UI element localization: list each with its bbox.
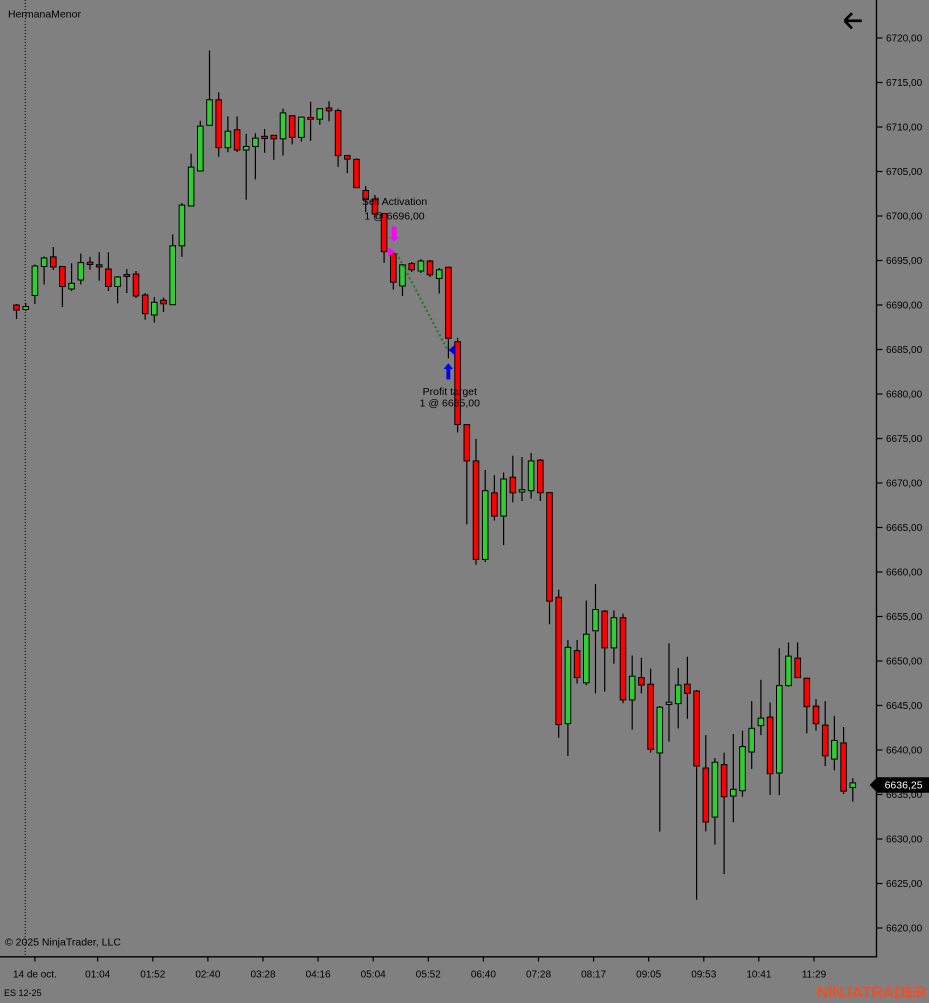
svg-text:6700,00: 6700,00 [886, 212, 923, 223]
svg-text:6665,00: 6665,00 [886, 523, 923, 534]
svg-text:6636,25: 6636,25 [885, 780, 923, 792]
svg-text:1 @ 6685,00: 1 @ 6685,00 [420, 397, 480, 409]
svg-text:© 2025 NinjaTrader, LLC: © 2025 NinjaTrader, LLC [5, 936, 121, 948]
svg-text:6680,00: 6680,00 [886, 390, 923, 401]
svg-text:6715,00: 6715,00 [886, 78, 923, 89]
svg-text:HermanaMenor: HermanaMenor [8, 8, 81, 20]
svg-text:6635,00: 6635,00 [886, 790, 923, 801]
svg-text:08:17: 08:17 [581, 970, 606, 981]
svg-text:6625,00: 6625,00 [886, 879, 923, 890]
svg-text:6655,00: 6655,00 [886, 612, 923, 623]
svg-text:05:04: 05:04 [361, 970, 386, 981]
svg-text:6690,00: 6690,00 [886, 301, 923, 312]
svg-text:Sell Activation: Sell Activation [362, 196, 428, 208]
svg-text:ES 12-25: ES 12-25 [4, 988, 42, 998]
svg-text:02:40: 02:40 [195, 970, 220, 981]
svg-text:10:41: 10:41 [746, 970, 771, 981]
svg-text:11:29: 11:29 [802, 970, 827, 981]
svg-text:1 @ 6696,00: 1 @ 6696,00 [364, 210, 424, 222]
svg-text:6620,00: 6620,00 [886, 924, 923, 935]
svg-text:01:52: 01:52 [140, 970, 165, 981]
svg-text:Profit target: Profit target [423, 386, 477, 398]
svg-text:05:52: 05:52 [416, 970, 441, 981]
svg-text:6640,00: 6640,00 [886, 746, 923, 757]
svg-text:6720,00: 6720,00 [886, 34, 923, 45]
svg-text:6645,00: 6645,00 [886, 701, 923, 712]
svg-text:6685,00: 6685,00 [886, 345, 923, 356]
svg-text:09:53: 09:53 [691, 970, 716, 981]
svg-text:NINJATRADER: NINJATRADER [817, 985, 927, 1002]
svg-text:6710,00: 6710,00 [886, 123, 923, 134]
svg-text:06:40: 06:40 [471, 970, 496, 981]
svg-text:6670,00: 6670,00 [886, 479, 923, 490]
svg-text:04:16: 04:16 [306, 970, 331, 981]
svg-text:14 de oct.: 14 de oct. [13, 970, 57, 981]
svg-text:6650,00: 6650,00 [886, 657, 923, 668]
svg-text:6705,00: 6705,00 [886, 167, 923, 178]
svg-text:01:04: 01:04 [85, 970, 110, 981]
svg-text:6695,00: 6695,00 [886, 256, 923, 267]
svg-text:09:05: 09:05 [636, 970, 661, 981]
svg-text:07:28: 07:28 [526, 970, 551, 981]
svg-text:03:28: 03:28 [250, 970, 275, 981]
svg-text:6630,00: 6630,00 [886, 835, 923, 846]
svg-text:6675,00: 6675,00 [886, 434, 923, 445]
svg-text:6660,00: 6660,00 [886, 568, 923, 579]
